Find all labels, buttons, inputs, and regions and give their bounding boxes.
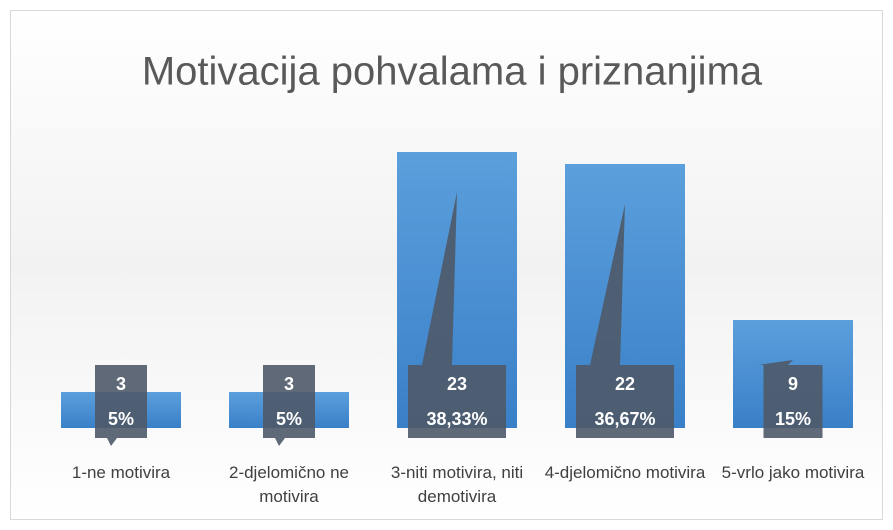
x-tick-label: 5-vrlo jako motivira <box>721 463 865 482</box>
value-label: 3 <box>116 374 126 394</box>
value-label: 22 <box>615 374 635 394</box>
label-box <box>763 365 823 438</box>
value-label: 3 <box>284 374 294 394</box>
percent-label: 5% <box>108 409 134 429</box>
label-box <box>263 365 315 438</box>
label-box <box>95 365 147 438</box>
label-box <box>576 365 674 438</box>
callout-pointer <box>590 204 625 365</box>
callout-pointer <box>422 192 457 365</box>
callout-pointer <box>107 438 117 446</box>
percent-label: 5% <box>276 409 302 429</box>
x-tick-label: 1-ne motivira <box>71 463 171 482</box>
label-box <box>408 365 506 438</box>
percent-label: 15% <box>775 409 811 429</box>
x-tick-label: 2-djelomično ne motivira <box>228 463 349 506</box>
value-label: 9 <box>788 374 798 394</box>
value-label: 23 <box>447 374 467 394</box>
percent-label: 36,67% <box>594 409 655 429</box>
x-tick-label: 4-djelomično motivira <box>544 463 706 482</box>
percent-label: 38,33% <box>426 409 487 429</box>
callout-pointer <box>758 360 793 365</box>
callout-pointer <box>275 438 285 446</box>
chart-title: Motivacija pohvalama i priznanjima <box>142 50 763 94</box>
x-tick-label: 3-niti motivira, niti demotivira <box>390 463 524 506</box>
